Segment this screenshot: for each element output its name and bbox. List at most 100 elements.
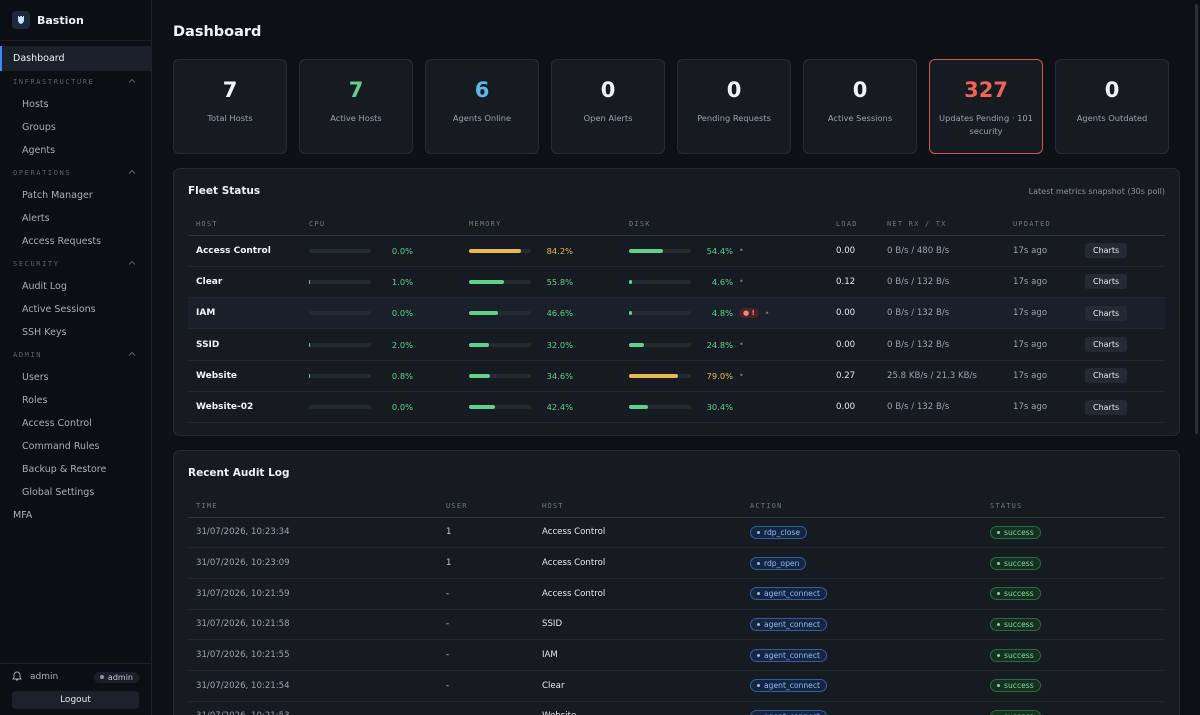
column-header: NET RX / TX <box>879 213 1005 236</box>
nav-item-hosts[interactable]: Hosts <box>22 99 49 110</box>
stat-value: 6 <box>474 78 490 102</box>
status-badge: success <box>990 587 1041 601</box>
charts-button[interactable]: Charts <box>1085 305 1128 321</box>
disk-percent: 54.4% <box>706 245 733 256</box>
updated-value: 17s ago <box>1005 266 1077 299</box>
nav-item-agents[interactable]: Agents <box>22 145 56 156</box>
logout-button[interactable]: Logout <box>12 691 139 709</box>
nav-section-operations[interactable]: OPERATIONS <box>0 162 151 184</box>
nav-item-global-settings[interactable]: Global Settings <box>22 487 95 498</box>
disk-cell: 54.4% • <box>621 235 828 267</box>
nav-section-title: SECURITY <box>13 260 60 268</box>
disk-status-dot: • <box>739 371 744 381</box>
host-name[interactable]: Website-02 <box>188 391 301 424</box>
nav-item-ssh-keys[interactable]: SSH Keys <box>22 327 67 338</box>
stat-card[interactable]: 327 Updates Pending · 101 security <box>929 59 1043 154</box>
table-row[interactable]: 31/07/2026, 10:23:09 1 Access Control rdp_o… <box>188 547 1165 579</box>
stat-card[interactable]: 0 Active Sessions <box>803 59 917 154</box>
nav-item-access-requests[interactable]: Access Requests <box>22 236 102 247</box>
mem-percent: 55.8% <box>546 276 573 287</box>
mem-bar-fill <box>469 279 504 284</box>
disk-cell: 79.0% • <box>621 360 828 392</box>
audit-time: 31/07/2026, 10:21:54 <box>188 670 438 702</box>
role-badge: admin <box>93 671 139 683</box>
nav-item-command-rules[interactable]: Command Rules <box>22 441 100 452</box>
chevron-up-icon[interactable] <box>127 349 137 361</box>
charts-button[interactable]: Charts <box>1085 368 1128 384</box>
table-row[interactable]: 31/07/2026, 10:21:59- Access Control agent… <box>188 578 1165 610</box>
nav-item-groups[interactable]: Groups <box>22 122 56 133</box>
updated-value: 17s ago <box>1005 360 1077 392</box>
stat-card[interactable]: 0 Open Alerts <box>551 59 665 154</box>
host-name[interactable]: Clear <box>188 266 301 299</box>
nav-item-dashboard[interactable]: Dashboard <box>0 46 151 71</box>
stat-value: 0 <box>726 78 742 102</box>
fleet-status-note: Latest metrics snapshot (30s poll) <box>1028 186 1165 196</box>
table-row[interactable]: IAM 0.0% 46.6% 4.8% ● ! • 0.00 0 B/s / 132 B/s 1… <box>188 297 1165 330</box>
audit-user: 1 <box>438 547 534 579</box>
scrollbar[interactable] <box>1195 4 1198 434</box>
table-row[interactable]: 31/07/2026, 10:21:55- IAM agent_connect suc… <box>188 639 1165 671</box>
cpu-cell: 0.0% <box>301 235 461 267</box>
chevron-up-icon[interactable] <box>127 258 137 270</box>
table-row[interactable]: Website-02 0.0% 42.4% 30.4% 0.00 0 B/s / 132 … <box>188 391 1165 424</box>
table-row[interactable]: 31/07/2026, 10:21:53-Website agent_connec… <box>188 701 1165 715</box>
nav-section-infrastructure[interactable]: INFRASTRUCTURE <box>0 71 151 93</box>
nav-item-active-sessions[interactable]: Active Sessions <box>22 304 96 315</box>
chevron-up-icon[interactable] <box>127 76 137 88</box>
nav-section-admin[interactable]: ADMIN <box>0 344 151 366</box>
status-label: success <box>1004 589 1034 599</box>
table-row[interactable]: Clear 1.0% 55.8% 4.6% • 0.12 0 B/s / 132 B/s 17… <box>188 266 1165 299</box>
stat-value: 0 <box>852 78 868 102</box>
audit-status-cell: success <box>982 609 1165 641</box>
charts-button[interactable]: Charts <box>1085 274 1128 290</box>
charts-button[interactable]: Charts <box>1085 337 1128 353</box>
nav-item-mfa[interactable]: MFA <box>13 510 33 521</box>
stat-card[interactable]: 0 Agents Outdated <box>1055 59 1169 154</box>
status-badge: success <box>990 679 1041 693</box>
host-name[interactable]: IAM <box>188 297 301 330</box>
nav-item-users[interactable]: Users <box>22 372 49 383</box>
audit-action-cell: agent_connect <box>742 578 982 610</box>
stat-card[interactable]: 6 Agents Online <box>425 59 539 154</box>
user-info: admin admin <box>12 670 139 684</box>
disk-status-dot: • <box>739 246 744 256</box>
mem-bar <box>469 248 531 253</box>
column-header: CPU <box>301 213 461 236</box>
stat-card[interactable]: 0 Pending Requests <box>677 59 791 154</box>
nav-item-access-control[interactable]: Access Control <box>22 418 92 429</box>
table-row[interactable]: 31/07/2026, 10:21:58- SSID agent_connect su… <box>188 609 1165 641</box>
disk-warning-badge: ● ! <box>739 308 759 319</box>
audit-action-cell: agent_connect <box>742 670 982 702</box>
stat-card[interactable]: 7 Total Hosts <box>173 59 287 154</box>
table-row[interactable]: SSID 2.0% 32.0% 24.8% • 0.00 0 B/s / 132 B/s 17… <box>188 328 1165 361</box>
stat-card[interactable]: 7 Active Hosts <box>299 59 413 154</box>
column-header <box>1077 213 1165 236</box>
charts-button[interactable]: Charts <box>1085 243 1128 259</box>
cpu-cell: 2.0% <box>301 328 461 361</box>
column-header: MEMORY <box>461 213 621 236</box>
table-row[interactable]: Access Control 0.0% 84.2% 54.4% • 0.00 0 B/s /… <box>188 235 1165 267</box>
nav-section-title: ADMIN <box>13 351 43 359</box>
nav-section-security[interactable]: SECURITY <box>0 253 151 275</box>
nav-item-alerts[interactable]: Alerts <box>22 213 50 224</box>
table-row[interactable]: Website 0.8% 34.6% 79.0% • 0.27 25.8 KB/s / 21… <box>188 360 1165 392</box>
nav-section-title: OPERATIONS <box>13 169 72 177</box>
table-row[interactable]: 31/07/2026, 10:23:34 1 Access Control rdp_c… <box>188 517 1165 549</box>
host-name[interactable]: SSID <box>188 328 301 361</box>
charts-button[interactable]: Charts <box>1085 399 1128 415</box>
chevron-up-icon[interactable] <box>127 167 137 179</box>
disk-status-dot: • <box>764 308 770 318</box>
bell-icon[interactable] <box>12 671 22 684</box>
stat-label: Active Sessions <box>827 113 893 123</box>
nav-item-roles[interactable]: Roles <box>22 395 48 406</box>
nav-item-patch-manager[interactable]: Patch Manager <box>22 190 93 201</box>
nav-item-backup-restore[interactable]: Backup & Restore <box>22 464 107 475</box>
charts-cell: Charts <box>1077 360 1165 392</box>
host-name[interactable]: Access Control <box>188 235 301 267</box>
status-badge: success <box>990 617 1041 631</box>
table-row[interactable]: 31/07/2026, 10:21:54- Clear agent_connect s… <box>188 670 1165 702</box>
host-name[interactable]: Website <box>188 360 301 392</box>
nav-item-audit-log[interactable]: Audit Log <box>22 281 67 292</box>
action-label: rdp_open <box>764 558 800 568</box>
